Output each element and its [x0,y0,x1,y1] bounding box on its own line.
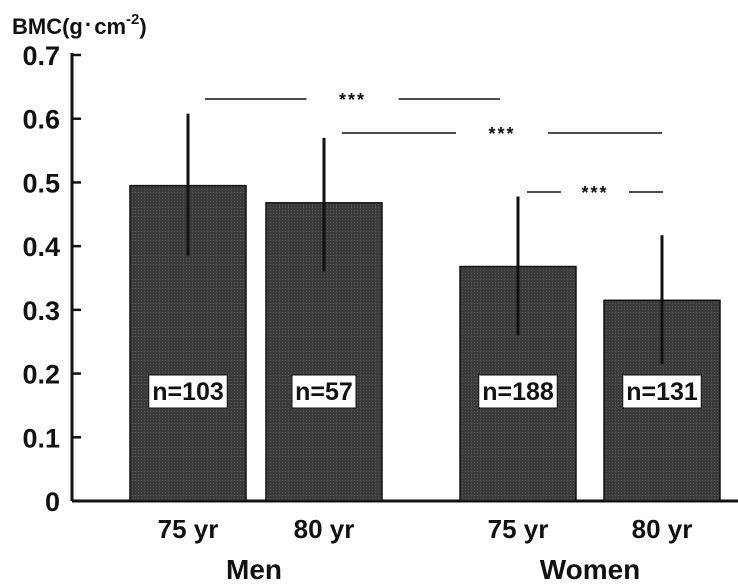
n-label-box [148,374,228,409]
n-label: n=188 [482,378,554,406]
significance-brackets: *** *** *** [205,90,663,203]
bars [129,184,721,502]
significance-label: *** [339,90,366,110]
group-label: Men [226,554,282,585]
significance-label: *** [488,124,515,144]
error-bars [186,113,664,365]
y-axis-label: BMC(g·cm-2) [12,11,147,39]
n-label-box [622,374,702,409]
y-ticks: 0 0.1 0.2 0.3 0.4 0.5 0.6 0.7 [22,41,81,517]
n-label: n=57 [295,378,353,406]
y-tick-label: 0.4 [22,232,60,262]
y-tick-label: 0.1 [22,423,60,453]
n-label-box [478,374,558,409]
y-tick-label: 0.7 [22,41,60,71]
y-tick-label: 0.6 [22,105,60,135]
y-axis-label-dot: · [85,12,92,37]
y-tick-label: 0 [45,487,60,517]
x-tick-label: 80 yr [294,514,355,544]
group-labels: Men Women [226,554,640,585]
y-tick-label: 0.2 [22,360,60,390]
x-tick-labels: 75 yr 80 yr 75 yr 80 yr [158,514,693,544]
x-tick-label: 80 yr [632,514,693,544]
n-label-box [291,374,357,409]
n-label: n=131 [626,378,698,406]
y-axis-label-unit: cm [94,14,126,39]
x-tick-label: 75 yr [158,514,219,544]
n-label: n=103 [152,378,224,406]
y-axis-label-exponent: -2 [126,11,139,28]
significance-label: *** [581,183,608,203]
group-label: Women [540,554,641,585]
y-axis-label-main: BMC(g [12,14,83,39]
y-tick-label: 0.3 [22,296,60,326]
y-tick-label: 0.5 [22,168,60,198]
n-labels: n=103 n=57 n=188 n=131 [148,374,702,409]
x-tick-label: 75 yr [488,514,549,544]
y-axis-label-close: ) [139,14,146,39]
